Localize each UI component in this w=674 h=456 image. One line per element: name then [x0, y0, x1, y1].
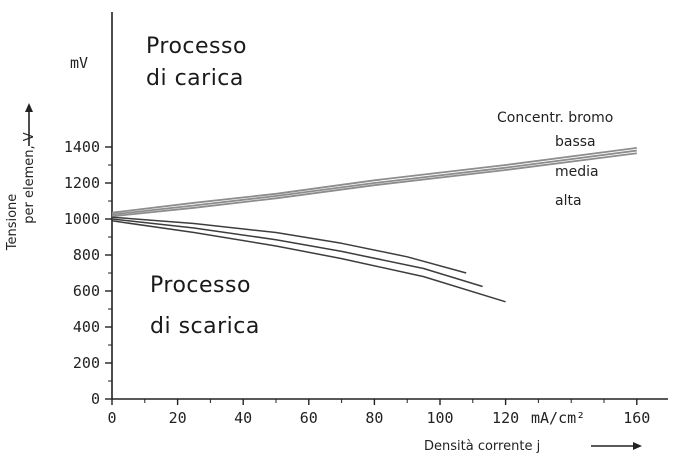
x-tick-label: 120	[492, 409, 519, 427]
y-tick-label: 400	[73, 318, 100, 336]
x-tick-label: 20	[169, 409, 187, 427]
y-tick-label: 200	[73, 354, 100, 372]
y-tick-label: 1000	[64, 210, 100, 228]
y-tick-label: 600	[73, 282, 100, 300]
legend-item-alta: alta	[555, 193, 582, 209]
x-tick-label: 100	[426, 409, 453, 427]
y-axis-arrow	[25, 103, 33, 146]
y-tick-label: 0	[91, 390, 100, 408]
axes: 0 200 400 600 800 1000 1200 1400 0 20 40 60 80 100 120…	[64, 12, 668, 427]
discharge-label-line2: di scarica	[150, 314, 260, 339]
x-tick-label: 80	[365, 409, 383, 427]
legend-item-bassa: bassa	[555, 134, 596, 150]
legend-item-media: media	[555, 164, 599, 180]
x-tick-label: 40	[234, 409, 252, 427]
y-tick-label: 800	[73, 246, 100, 264]
discharge-label-line1: Processo	[150, 273, 251, 298]
curves	[111, 147, 637, 303]
charge-curve-alta	[111, 152, 637, 218]
discharge-curve-bassa	[111, 216, 467, 274]
charge-curve-bassa	[111, 147, 637, 214]
legend-title: Concentr. bromo	[497, 110, 613, 126]
y-tick-label: 1400	[64, 138, 100, 156]
y-axis-label-line2: per elemen, V	[22, 132, 37, 224]
x-axis-arrow	[591, 442, 642, 450]
x-unit-label: mA/cm²	[531, 409, 585, 427]
y-tick-label: 1200	[64, 174, 100, 192]
charge-label-line1: Processo	[146, 34, 247, 59]
x-axis-label: Densità corrente j	[424, 439, 540, 454]
x-tick-label: 0	[107, 409, 116, 427]
x-tick-label: 160	[623, 409, 650, 427]
y-unit-label: mV	[70, 54, 88, 72]
charge-curve-media	[111, 149, 637, 216]
discharge-curve-alta	[111, 220, 506, 303]
discharge-curve-media	[111, 218, 483, 288]
charge-label-line2: di carica	[146, 66, 244, 91]
x-tick-label: 60	[300, 409, 318, 427]
y-axis-label-line1: Tensione	[5, 194, 20, 252]
